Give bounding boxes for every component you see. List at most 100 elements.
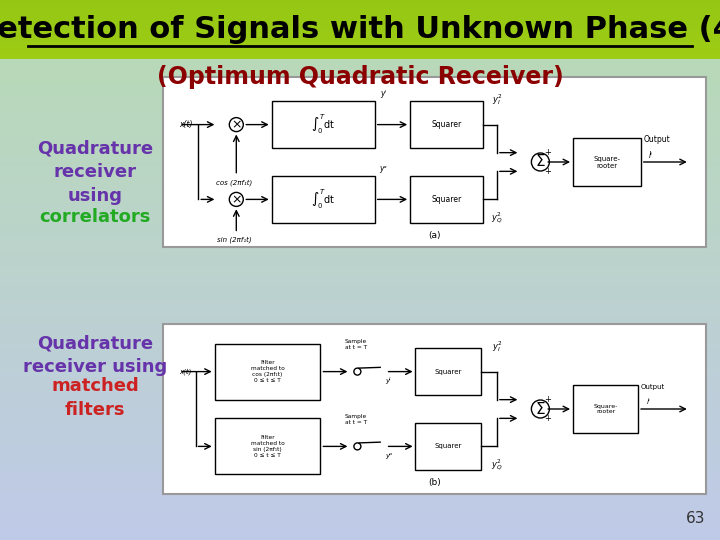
Text: Square-
rooter: Square- rooter bbox=[593, 403, 618, 414]
Text: Sample
at t = T: Sample at t = T bbox=[345, 414, 367, 424]
Text: (Optimum Quadratic Receiver): (Optimum Quadratic Receiver) bbox=[157, 65, 563, 89]
Circle shape bbox=[354, 443, 361, 450]
Bar bbox=[0, 126, 720, 132]
Bar bbox=[0, 333, 720, 339]
Bar bbox=[0, 198, 720, 204]
Bar bbox=[0, 376, 720, 382]
Text: $\int_0^T$dt: $\int_0^T$dt bbox=[311, 187, 336, 211]
Text: matched
filters: matched filters bbox=[51, 377, 139, 419]
Bar bbox=[0, 280, 720, 286]
Text: Output: Output bbox=[641, 384, 665, 390]
Bar bbox=[0, 145, 720, 151]
Bar bbox=[0, 472, 720, 477]
Bar bbox=[0, 83, 720, 89]
Bar bbox=[0, 9, 720, 10]
Text: Detection of Signals with Unknown Phase (4): Detection of Signals with Unknown Phase … bbox=[0, 16, 720, 44]
Text: +: + bbox=[544, 414, 552, 423]
Text: +: + bbox=[544, 395, 552, 404]
Bar bbox=[0, 122, 720, 127]
Bar bbox=[0, 10, 720, 12]
Bar bbox=[0, 414, 720, 420]
Circle shape bbox=[229, 192, 243, 206]
Bar bbox=[0, 510, 720, 516]
Bar bbox=[0, 294, 720, 300]
Bar bbox=[0, 366, 720, 372]
Bar bbox=[0, 179, 720, 185]
Bar bbox=[0, 52, 720, 54]
Bar bbox=[0, 32, 720, 35]
Bar bbox=[410, 101, 483, 148]
Bar bbox=[0, 44, 720, 46]
Text: $y_Q^2$: $y_Q^2$ bbox=[491, 457, 503, 472]
Bar bbox=[0, 160, 720, 166]
Bar bbox=[163, 324, 706, 494]
Bar bbox=[271, 101, 375, 148]
Bar bbox=[0, 400, 720, 406]
Text: +: + bbox=[544, 148, 552, 157]
Bar bbox=[0, 40, 720, 42]
Text: yᴵ: yᴵ bbox=[386, 377, 391, 384]
Bar bbox=[0, 38, 720, 40]
Bar bbox=[0, 102, 720, 108]
Bar bbox=[0, 438, 720, 444]
Text: Σ: Σ bbox=[536, 402, 545, 416]
Text: $y_I^2$: $y_I^2$ bbox=[492, 92, 503, 106]
Bar bbox=[0, 429, 720, 434]
Bar bbox=[0, 30, 720, 31]
Bar bbox=[0, 11, 720, 14]
Bar bbox=[0, 232, 720, 238]
Bar bbox=[0, 25, 720, 27]
Bar bbox=[0, 434, 720, 439]
Bar bbox=[0, 73, 720, 79]
Bar bbox=[0, 53, 720, 56]
Bar bbox=[0, 457, 720, 463]
Bar bbox=[0, 308, 720, 314]
Text: Filter
matched to
cos (2πf₁t)
0 ≤ t ≤ T: Filter matched to cos (2πf₁t) 0 ≤ t ≤ T bbox=[251, 360, 284, 383]
Circle shape bbox=[531, 400, 549, 418]
Text: Squarer: Squarer bbox=[431, 195, 462, 204]
Bar bbox=[0, 227, 720, 233]
Text: x(t): x(t) bbox=[179, 368, 192, 375]
Bar bbox=[0, 265, 720, 271]
Text: ×: × bbox=[231, 193, 241, 206]
Bar bbox=[0, 213, 720, 218]
Bar bbox=[0, 112, 720, 118]
Bar bbox=[0, 524, 720, 530]
Text: Squarer: Squarer bbox=[434, 443, 462, 449]
Bar bbox=[0, 49, 720, 51]
Text: $y_Q^2$: $y_Q^2$ bbox=[491, 211, 503, 226]
Bar bbox=[0, 386, 720, 391]
Bar bbox=[0, 140, 720, 146]
Circle shape bbox=[531, 153, 549, 171]
Text: ×: × bbox=[231, 118, 241, 131]
Text: lᵗ: lᵗ bbox=[649, 151, 653, 160]
Bar bbox=[0, 97, 720, 103]
Bar bbox=[0, 323, 720, 329]
Bar bbox=[0, 16, 720, 18]
Bar bbox=[0, 462, 720, 468]
Bar bbox=[0, 338, 720, 343]
Bar bbox=[0, 51, 720, 52]
Bar bbox=[0, 28, 720, 30]
Text: Quadrature
receiver using: Quadrature receiver using bbox=[23, 334, 167, 376]
Circle shape bbox=[229, 118, 243, 132]
Bar bbox=[0, 59, 720, 65]
Text: Filter
matched to
sin (2πf₁t)
0 ≤ t ≤ T: Filter matched to sin (2πf₁t) 0 ≤ t ≤ T bbox=[251, 435, 284, 458]
Bar bbox=[0, 31, 720, 33]
Text: yᴵ: yᴵ bbox=[380, 90, 386, 98]
Bar bbox=[0, 285, 720, 291]
Text: correlators: correlators bbox=[40, 208, 150, 226]
Bar bbox=[0, 241, 720, 247]
Bar bbox=[0, 496, 720, 502]
Bar bbox=[0, 491, 720, 497]
Bar bbox=[0, 481, 720, 487]
Bar bbox=[0, 289, 720, 295]
Bar bbox=[0, 275, 720, 281]
Text: Quadrature
receiver
using: Quadrature receiver using bbox=[37, 139, 153, 205]
Bar bbox=[415, 423, 481, 470]
Bar bbox=[0, 477, 720, 482]
Bar bbox=[0, 390, 720, 396]
Bar bbox=[0, 515, 720, 521]
Text: sin (2πf₁t): sin (2πf₁t) bbox=[217, 237, 251, 244]
Text: $y_I^2$: $y_I^2$ bbox=[492, 339, 503, 354]
